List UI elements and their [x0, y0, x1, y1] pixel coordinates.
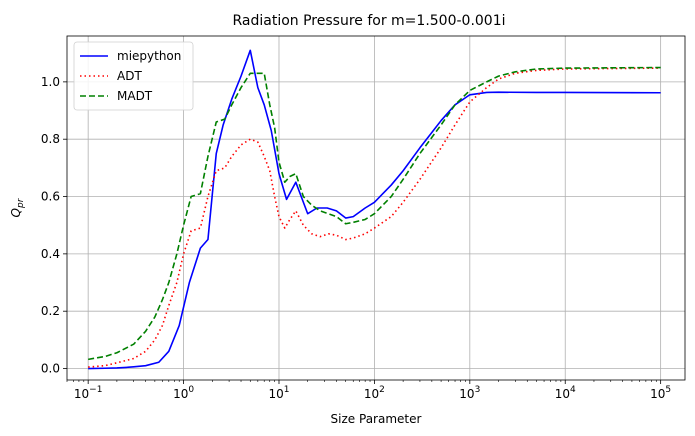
y-axis-label: Qpr: [9, 197, 26, 217]
series-layer: [88, 49, 661, 370]
legend-box: [73, 41, 194, 111]
y-tick-label: 0.6: [41, 190, 60, 204]
series-line-madt: [88, 66, 661, 361]
x-axis-ticks: 10−1 100 101 102 103 104 105: [66, 380, 671, 401]
series-line-miepython: [88, 49, 661, 370]
x-tick-label: 104: [555, 385, 576, 401]
legend-label-miepython: miepython: [117, 49, 181, 63]
y-tick-label: 0.4: [41, 247, 60, 261]
y-tick-label: 0.8: [41, 132, 60, 146]
chart-title: Radiation Pressure for m=1.500-0.001i: [232, 13, 505, 29]
y-axis-ticks: 0.0 0.2 0.4 0.6 0.8 1.0: [41, 75, 67, 376]
y-tick-label: 0.2: [41, 304, 60, 318]
y-tick-label: 1.0: [41, 75, 60, 89]
x-tick-label: 103: [459, 385, 480, 401]
x-tick-label: 105: [650, 385, 671, 401]
series-line-adt: [88, 67, 661, 368]
x-tick-label: 100: [173, 385, 194, 401]
legend: miepython ADT MADT: [73, 41, 194, 111]
x-tick-label: 10−1: [74, 385, 103, 401]
x-tick-label: 102: [364, 385, 385, 401]
x-axis-label: Size Parameter: [331, 412, 422, 426]
legend-label-adt: ADT: [117, 69, 142, 83]
grid-lines: [67, 36, 685, 380]
y-tick-label: 0.0: [41, 362, 60, 376]
x-tick-label: 101: [268, 385, 289, 401]
legend-label-madt: MADT: [117, 89, 153, 103]
plot-frame: [66, 35, 686, 381]
